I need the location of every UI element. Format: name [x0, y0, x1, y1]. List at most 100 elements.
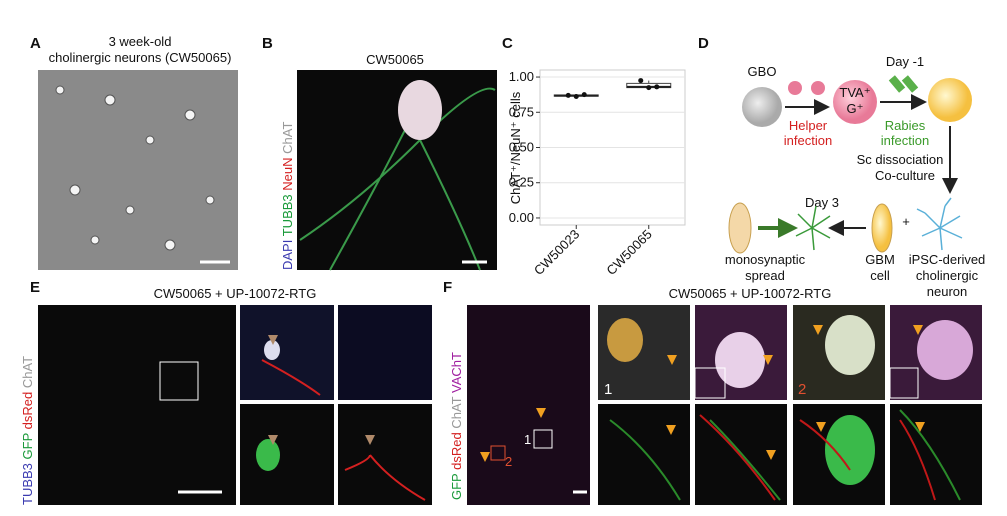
- panel-f: F CW50065 + UP-10072-RTG GFP dsRed ChAT …: [443, 279, 982, 505]
- micrograph: [38, 70, 238, 270]
- label: GBO: [748, 64, 777, 79]
- neurite: [699, 414, 936, 501]
- point: [654, 84, 660, 90]
- panel-label: D: [698, 35, 709, 52]
- virus: [811, 81, 825, 95]
- panel-label: B: [262, 35, 273, 52]
- label: Day -1: [886, 54, 924, 69]
- micrograph: [240, 404, 334, 505]
- organoid: [833, 80, 877, 124]
- inset-box: [889, 367, 919, 399]
- micrograph: [598, 404, 690, 505]
- neurites: [299, 87, 496, 271]
- micrograph: [297, 70, 497, 270]
- label: GBM: [865, 252, 895, 267]
- y-tick-label: 0.50: [509, 140, 534, 155]
- label: cell: [870, 268, 890, 283]
- stain: VAChT: [449, 352, 464, 393]
- x-tick-label: CW50065: [603, 227, 654, 278]
- stain: TUBB3: [280, 194, 295, 236]
- soma: [715, 332, 765, 388]
- stain: TUBB3: [20, 463, 35, 505]
- soma: [607, 318, 643, 362]
- soma: [825, 315, 875, 375]
- soma: [917, 320, 973, 380]
- panel-c: C ChAT⁺/NeuN⁺ cells 0.00 0.25 0.50 0.75 1.00…: [502, 35, 686, 278]
- stain: GFP: [449, 474, 464, 501]
- label: spread: [745, 268, 785, 283]
- stain: DAPI: [280, 240, 295, 270]
- stain: NeuN: [280, 157, 295, 190]
- point: [638, 78, 644, 84]
- label: Sc dissociation: [857, 152, 944, 167]
- label: Helper: [789, 118, 828, 133]
- soma: [264, 340, 280, 360]
- label: iPSC-derived: [909, 252, 986, 267]
- label: TVA⁺: [839, 85, 870, 100]
- panel-b: B CW50065 DAPI TUBB3 NeuN ChAT: [262, 35, 497, 271]
- inset-box: [159, 361, 199, 401]
- virus: [901, 75, 919, 93]
- stain: GFP: [20, 433, 35, 460]
- stain-labels: DAPI TUBB3 NeuN ChAT: [280, 122, 295, 270]
- micrograph: [240, 305, 334, 400]
- soma: [398, 80, 442, 140]
- organoid: [928, 78, 972, 122]
- label: +: [902, 214, 910, 229]
- y-axis-label: ChAT⁺/NeuN⁺ cells: [508, 91, 523, 204]
- label: infection: [784, 133, 832, 148]
- panel-title: 3 week-old: [109, 34, 172, 49]
- y-tick-label: 0.75: [509, 104, 534, 119]
- stain: ChAT: [20, 356, 35, 388]
- panel-d: D GBO Helper infection TVA⁺ G⁺ Day -1 Ra…: [698, 35, 985, 299]
- label: Co-culture: [875, 168, 935, 183]
- neurite: [609, 409, 961, 501]
- y-tick-label: 1.00: [509, 69, 534, 84]
- gbm-cell: [728, 202, 752, 254]
- y-tick-label: 0.25: [509, 175, 534, 190]
- stain: dsRed: [20, 392, 35, 430]
- inset-label: 2: [505, 454, 512, 469]
- panel-title: CW50065: [366, 52, 424, 67]
- gbm-cell: [871, 203, 893, 253]
- y-tick-label: 0.00: [509, 210, 534, 225]
- panel-e: E CW50065 + UP-10072-RTG TUBB3 GFP dsRed…: [20, 279, 432, 505]
- x-tick-label: CW50023: [531, 227, 582, 278]
- inset-label: 2: [798, 381, 806, 398]
- stain-labels: TUBB3 GFP dsRed ChAT: [20, 356, 35, 505]
- neuron: [916, 197, 963, 251]
- point: [565, 92, 571, 98]
- label: Rabies: [885, 118, 926, 133]
- soma: [256, 439, 280, 471]
- micrograph: [338, 404, 432, 505]
- stain: dsRed: [449, 432, 464, 470]
- panel-title: cholinergic neurons (CW50065): [49, 50, 232, 65]
- stain: ChAT: [449, 396, 464, 428]
- neurite: [344, 454, 426, 501]
- inset-box: [694, 367, 726, 399]
- stain: ChAT: [280, 122, 295, 154]
- micrograph: [338, 305, 432, 400]
- neurite: [261, 359, 321, 396]
- virus: [788, 81, 802, 95]
- micrograph: [38, 305, 236, 505]
- inset-label: 1: [524, 432, 531, 447]
- stain-labels: GFP dsRed ChAT VAChT: [449, 352, 464, 500]
- label: Day 3: [805, 195, 839, 210]
- panel-label: A: [30, 35, 41, 52]
- label: G⁺: [847, 101, 864, 116]
- neuron: [795, 205, 831, 251]
- panel-label: C: [502, 35, 513, 52]
- panel-label: E: [30, 279, 40, 296]
- cell-bodies: [55, 85, 215, 251]
- micrograph: [467, 305, 590, 505]
- inset-box: [533, 429, 553, 449]
- label: neuron: [927, 284, 967, 299]
- point: [573, 93, 579, 99]
- virus: [888, 75, 906, 93]
- micrograph: [890, 404, 982, 505]
- panel-a: A 3 week-old cholinergic neurons (CW5006…: [30, 34, 238, 270]
- organoid: [742, 87, 782, 127]
- soma: [825, 415, 875, 485]
